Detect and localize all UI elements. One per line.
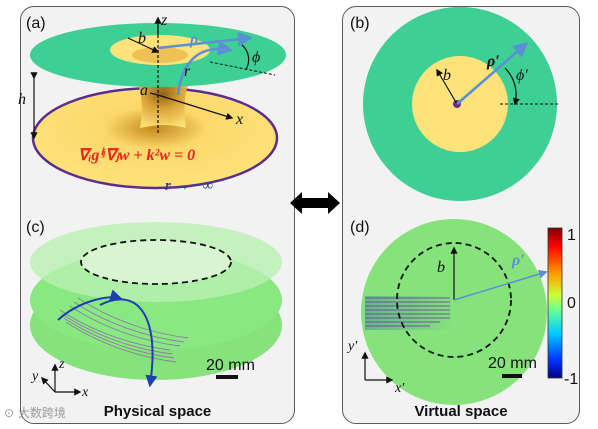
phi-reference-line <box>209 61 276 76</box>
phi-prime-label: ϕ′ <box>516 67 528 84</box>
phi-arc <box>504 67 520 106</box>
colorbar-tick-top: 1 <box>567 227 576 244</box>
rho-prime-arrow <box>456 42 529 105</box>
colorbar <box>547 227 563 379</box>
colorbar-tick-mid: 0 <box>567 295 576 312</box>
rho-prime-label: ρ′ <box>486 53 500 70</box>
d-rho-arrow <box>453 269 548 301</box>
d-b-label: b <box>437 259 445 276</box>
b-label: b <box>138 30 146 47</box>
c-y-label: y <box>30 369 39 384</box>
panel-d: (d) b ρ′ x′ y′ 20 mm 1 0 -1 <box>346 219 578 405</box>
d-scale-bar <box>502 374 522 378</box>
colorbar-tick-bottom: -1 <box>564 371 578 388</box>
phi-arc <box>241 44 250 71</box>
wave-field <box>59 297 189 363</box>
phi-label: ϕ <box>252 49 260 66</box>
panel-c: (c) x z y 20 mm <box>26 219 282 400</box>
c-y-axis <box>41 376 56 393</box>
limit-label: r → −∞ <box>165 178 213 194</box>
a-label: a <box>140 82 148 99</box>
b-radius <box>127 37 160 53</box>
rho-label: ρ <box>189 31 198 48</box>
throat-shade <box>132 47 188 63</box>
watermark: ⊙ 大数跨境 <box>4 406 66 420</box>
d-rho-label: ρ′ <box>511 252 525 269</box>
virtual-space-caption: Virtual space <box>414 403 508 420</box>
panel-d-label: (d) <box>350 219 370 236</box>
r-label: r <box>184 63 191 80</box>
c-scale-label: 20 mm <box>206 357 255 374</box>
top-sheet-hole <box>81 240 231 284</box>
b-radius <box>436 68 458 105</box>
a-radius <box>149 92 159 96</box>
throat-boundary <box>80 239 232 285</box>
panel-a-label: (a) <box>26 15 46 32</box>
rho-arrow <box>157 31 253 50</box>
z-axis-label: z <box>160 12 168 29</box>
ray-incident <box>57 289 123 321</box>
r-arrow <box>176 40 233 96</box>
panel-b-label: (b) <box>350 15 370 32</box>
panel-b: (b) b ρ′ ϕ′ <box>350 7 560 201</box>
wave-packet-shade <box>365 296 455 330</box>
physical-space-caption: Physical space <box>103 403 212 420</box>
d-x-label: x′ <box>394 381 405 396</box>
c-scale-bar <box>216 375 238 379</box>
ray-refracted <box>99 298 158 388</box>
virtual-throat-circle <box>396 242 512 358</box>
panel-a: (a) z x b a h r ρ ϕ ∇ᵢgⁱʲ∇ⱼw + k²w = 0 r… <box>18 12 286 194</box>
x-axis-label: x <box>235 111 243 128</box>
h-label: h <box>18 91 26 108</box>
panel-c-label: (c) <box>26 219 45 236</box>
c-x-label: x <box>81 385 89 400</box>
mapping-double-arrow <box>290 192 340 214</box>
d-y-label: y′ <box>346 339 358 354</box>
x-axis-arrow <box>157 94 234 120</box>
b-label: b <box>443 67 451 84</box>
c-z-label: z <box>58 357 65 372</box>
helmholtz-equation: ∇ᵢgⁱʲ∇ⱼw + k²w = 0 <box>78 147 195 164</box>
d-scale-label: 20 mm <box>488 355 537 372</box>
